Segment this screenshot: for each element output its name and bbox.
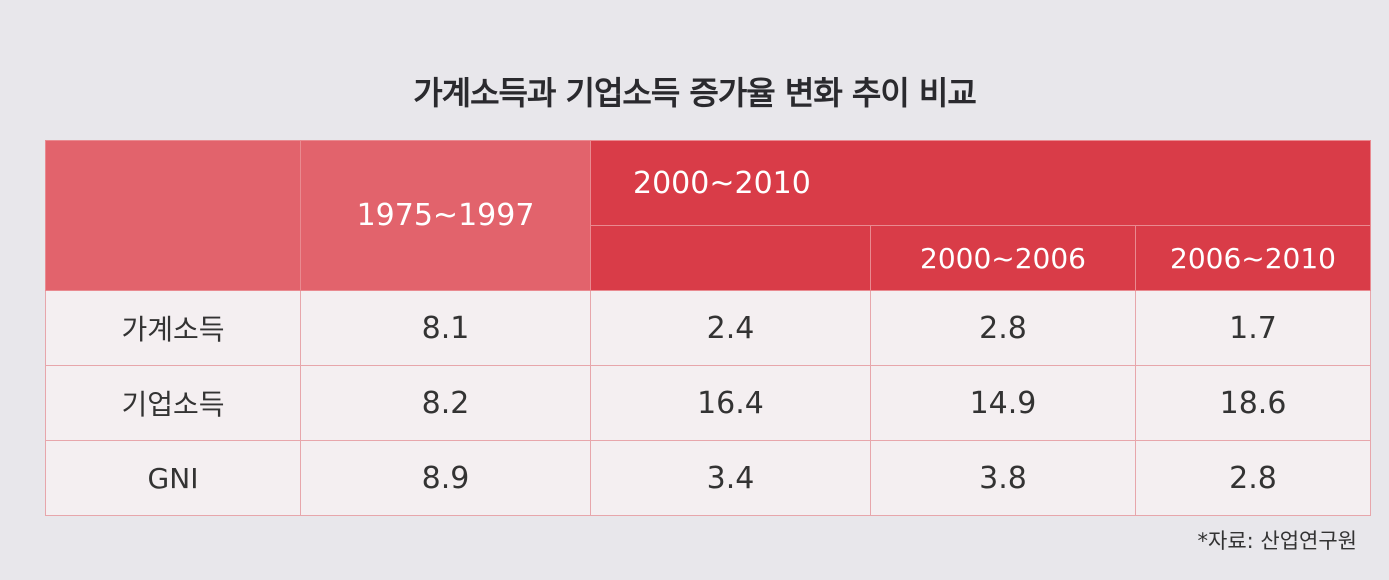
cell: 18.6 xyxy=(1134,365,1372,441)
cell: 1.7 xyxy=(1134,290,1372,366)
header-cell xyxy=(590,225,871,291)
cell: 16.4 xyxy=(590,365,871,441)
comparison-table: 1975~1997 2000~2010 2000~2006 2006~2010 … xyxy=(45,140,1372,516)
source-note: *자료: 산업연구원 xyxy=(1197,529,1358,553)
row-label: 가계소득 xyxy=(45,290,301,366)
header-cell: 2000~2010 xyxy=(589,140,1372,226)
row-label: 기업소득 xyxy=(45,365,301,441)
title: 가계소득과 기업소득 증가율 변화 추이 비교 xyxy=(413,74,977,112)
header-cell: 2000~2006 xyxy=(870,225,1136,291)
table-row: GNI 8.9 3.4 3.8 2.8 xyxy=(45,440,1372,516)
cell: 2.4 xyxy=(590,290,871,366)
cell: 8.1 xyxy=(300,290,591,366)
header-cell: 2006~2010 xyxy=(1134,225,1372,291)
header-row: 2000~2006 2006~2010 xyxy=(46,225,1372,291)
table-row: 기업소득 8.2 16.4 14.9 18.6 xyxy=(45,365,1372,441)
cell: 14.9 xyxy=(870,365,1136,441)
cell: 2.8 xyxy=(870,290,1136,366)
cell: 2.8 xyxy=(1134,440,1372,516)
cell: 8.2 xyxy=(300,365,591,441)
header-cell xyxy=(45,140,301,291)
header-cell: 1975~1997 xyxy=(300,140,591,291)
cell: 8.9 xyxy=(300,440,591,516)
cell: 3.8 xyxy=(870,440,1136,516)
row-label: GNI xyxy=(45,440,301,516)
cell: 3.4 xyxy=(590,440,871,516)
header-row: 1975~1997 2000~2010 xyxy=(45,140,1372,291)
table-row: 가계소득 8.1 2.4 2.8 1.7 xyxy=(45,290,1372,366)
